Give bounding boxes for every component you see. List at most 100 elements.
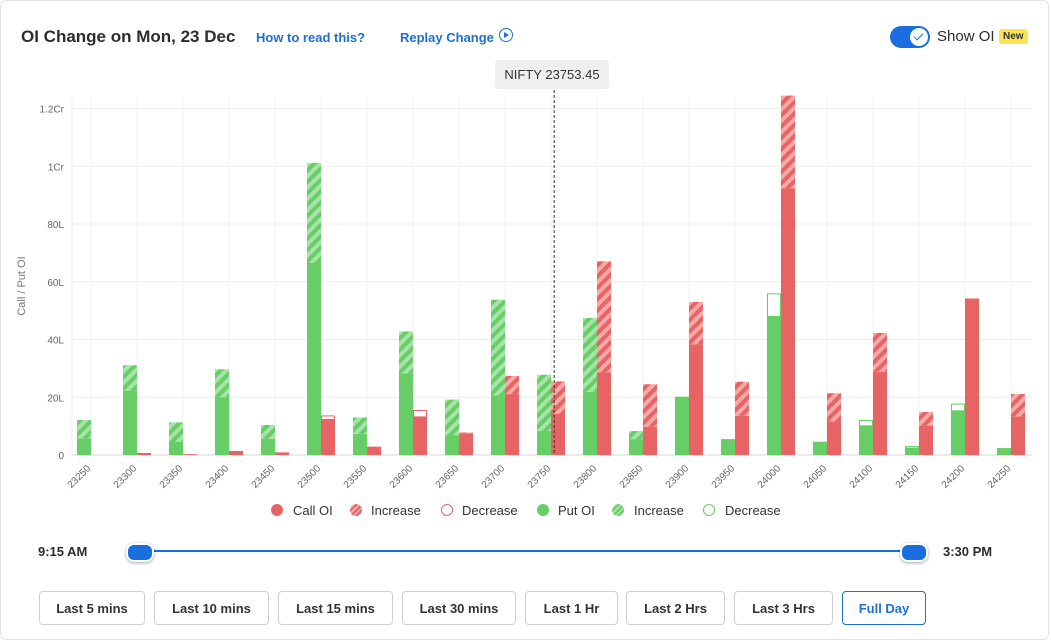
x-tick-label: 23700 — [480, 463, 508, 491]
call-increase-bar-23900 — [689, 301, 703, 345]
time-range-track[interactable] — [139, 550, 913, 552]
call-oi-bar-24050 — [827, 421, 841, 455]
x-tick-label: 23500 — [296, 463, 324, 491]
how-to-read-link[interactable]: How to read this? — [256, 30, 366, 45]
show-oi-label: Show OI — [937, 28, 995, 45]
put-increase-bar-23250 — [77, 420, 91, 439]
put-decrease-legend-icon — [703, 504, 715, 516]
put-increase-bar-23500 — [307, 162, 321, 264]
call-oi-bar-24100 — [873, 371, 887, 455]
call-oi-legend-label: Call OI — [293, 503, 333, 518]
x-tick-label: 23300 — [112, 463, 140, 491]
call-oi-bar-23900 — [689, 344, 703, 455]
spot-price-tooltip: NIFTY 23753.45 — [495, 60, 609, 89]
call-increase-bar-24050 — [827, 393, 841, 422]
put-oi-bar-23450 — [261, 438, 275, 455]
put-oi-bar-23800 — [583, 391, 597, 455]
full-day-button[interactable]: Full Day — [842, 591, 926, 625]
put-oi-legend-icon — [537, 504, 549, 516]
bars-group — [77, 95, 1025, 455]
put-oi-bar-23900 — [675, 396, 689, 455]
last-3-hrs-button[interactable]: Last 3 Hrs — [734, 591, 833, 625]
put-oi-bar-24000 — [767, 316, 781, 455]
call-oi-legend-icon — [271, 504, 283, 516]
last-30-mins-button[interactable]: Last 30 mins — [402, 591, 516, 625]
call-oi-bar-23850 — [643, 426, 657, 455]
start-time-handle[interactable] — [126, 543, 154, 562]
call-decrease-bar-23600 — [413, 409, 427, 418]
put-increase-bar-23450 — [261, 424, 275, 439]
last-5-mins-button[interactable]: Last 5 mins — [39, 591, 145, 625]
put-oi-bar-24100 — [859, 425, 873, 455]
x-tick-label: 23800 — [572, 463, 600, 491]
replay-change-link[interactable]: Replay Change — [400, 30, 494, 45]
put-oi-bar-23400 — [215, 397, 229, 455]
x-tick-label: 23900 — [664, 463, 692, 491]
put-oi-bar-23300 — [123, 390, 137, 455]
put-increase-bar-23850 — [629, 431, 643, 440]
call-increase-bar-23750 — [551, 381, 565, 415]
play-circle-icon[interactable] — [499, 28, 513, 42]
x-tick-label: 24150 — [894, 463, 922, 491]
last-1-hr-button[interactable]: Last 1 Hr — [525, 591, 618, 625]
call-oi-bar-23750 — [551, 414, 565, 455]
call-oi-bar-23450 — [275, 452, 289, 455]
y-axis-title: Call / Put OI — [16, 256, 28, 315]
put-decrease-legend-label: Decrease — [725, 503, 781, 518]
call-increase-bar-23950 — [735, 381, 749, 416]
put-increase-legend-icon — [612, 504, 624, 516]
last-2-hrs-button[interactable]: Last 2 Hrs — [626, 591, 725, 625]
put-oi-bar-24250 — [997, 448, 1011, 455]
y-tick-label: 20L — [47, 393, 64, 404]
call-oi-bar-24250 — [1011, 416, 1025, 455]
call-oi-bar-23500 — [321, 419, 335, 455]
x-tick-label: 24100 — [848, 463, 876, 491]
put-oi-bar-23350 — [169, 442, 183, 455]
put-increase-bar-23700 — [491, 299, 505, 396]
x-tick-label: 24200 — [940, 463, 968, 491]
call-increase-bar-24100 — [873, 332, 887, 372]
last-15-mins-button[interactable]: Last 15 mins — [278, 591, 393, 625]
x-tick-label: 23600 — [388, 463, 416, 491]
end-time-label: 3:30 PM — [943, 544, 993, 559]
y-tick-label: 1Cr — [48, 162, 65, 173]
put-increase-bar-23400 — [215, 369, 229, 398]
show-oi-toggle[interactable] — [890, 26, 930, 48]
call-decrease-bar-23500 — [321, 415, 335, 420]
y-tick-label: 60L — [47, 278, 64, 289]
put-increase-bar-23300 — [123, 365, 137, 391]
put-oi-bar-23600 — [399, 373, 413, 455]
call-oi-bar-23300 — [137, 452, 151, 455]
x-tick-label: 24250 — [986, 463, 1014, 491]
call-oi-bar-23550 — [367, 446, 381, 455]
put-increase-bar-23750 — [537, 374, 551, 432]
call-increase-bar-23800 — [597, 261, 611, 373]
oi-bar-chart: 0 20L 40L 60L 80L 1Cr 1.2Cr Call / Put OI 23250 2… — [16, 90, 1032, 491]
y-tick-label: 80L — [47, 220, 64, 231]
call-increase-bar-23850 — [643, 384, 657, 427]
put-oi-bar-23850 — [629, 439, 643, 455]
start-time-label: 9:15 AM — [38, 544, 88, 559]
call-increase-bar-24000 — [781, 95, 795, 189]
put-increase-bar-23600 — [399, 331, 413, 374]
last-10-mins-button[interactable]: Last 10 mins — [154, 591, 269, 625]
call-oi-bar-23800 — [597, 372, 611, 455]
put-increase-legend-label: Increase — [634, 503, 684, 518]
x-tick-label: 24050 — [802, 463, 830, 491]
put-oi-bar-24200 — [951, 410, 965, 455]
put-oi-bar-23250 — [77, 438, 91, 455]
call-increase-bar-23700 — [505, 375, 519, 395]
put-increase-bar-23650 — [445, 399, 459, 436]
y-tick-label: 40L — [47, 336, 64, 347]
x-tick-label: 23550 — [342, 463, 370, 491]
call-increase-bar-24150 — [919, 411, 933, 426]
call-oi-bar-24000 — [781, 188, 795, 455]
end-time-handle[interactable] — [900, 543, 928, 562]
x-tick-label: 23650 — [434, 463, 462, 491]
put-increase-bar-23350 — [169, 422, 183, 443]
x-tick-label: 23450 — [250, 463, 278, 491]
y-tick-label: 0 — [58, 451, 64, 462]
put-oi-bar-24050 — [813, 441, 827, 455]
call-decrease-legend-label: Decrease — [462, 503, 518, 518]
call-oi-bar-23650 — [459, 433, 473, 455]
